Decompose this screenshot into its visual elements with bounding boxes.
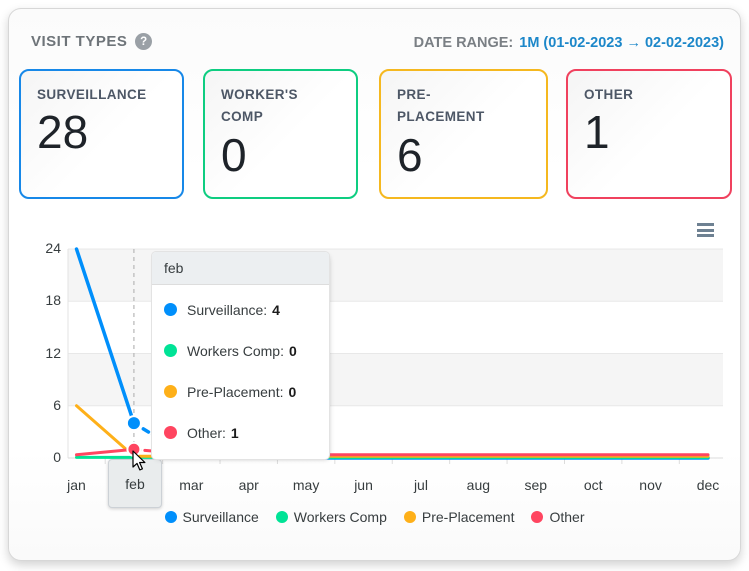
stat-card-value: 28 <box>37 106 89 159</box>
stat-card-label: SURVEILLANCE <box>37 87 147 102</box>
x-axis-label: aug <box>466 477 491 493</box>
x-axis-label: apr <box>238 477 259 493</box>
legend-item-surveillance[interactable]: Surveillance <box>164 509 259 525</box>
y-axis-label: 0 <box>53 449 61 465</box>
page-title: VISIT TYPES ? <box>31 33 153 50</box>
xaxis-tooltip-label: feb <box>125 475 145 492</box>
legend-label: Pre-Placement <box>421 509 515 525</box>
tooltip-series-value: 4 <box>272 301 280 318</box>
tooltip-series-label: Workers Comp: <box>187 342 284 359</box>
chart-legend: Surveillance Workers Comp Pre-Placement Oth… <box>9 509 740 525</box>
tooltip-series-value: 0 <box>288 342 297 359</box>
visit-types-label: VISIT TYPES <box>31 33 128 50</box>
legend-marker <box>403 511 416 523</box>
stat-card-label: PRE-PLACEMENT <box>397 87 485 125</box>
legend-item-other[interactable]: Other <box>531 509 584 525</box>
x-axis-label: oct <box>583 477 603 493</box>
tooltip-series-dot <box>164 303 177 316</box>
help-icon[interactable]: ? <box>135 33 153 50</box>
tooltip-row: Surveillance: 4 <box>164 289 317 330</box>
stat-card-pre-placement: PRE-PLACEMENT 6 <box>379 69 548 199</box>
stat-card-surveillance: SURVEILLANCE 28 <box>19 69 184 199</box>
menu-bar <box>697 223 714 226</box>
legend-item-workers-comp[interactable]: Workers Comp <box>275 509 387 525</box>
stat-card-value: 6 <box>397 128 423 181</box>
y-axis-label: 6 <box>53 396 61 413</box>
stat-card-other: OTHER 1 <box>566 69 732 199</box>
x-axis-label: jul <box>413 477 428 493</box>
legend-marker <box>531 511 544 523</box>
legend-label: Surveillance <box>182 509 259 525</box>
tooltip-series-value: 0 <box>288 383 297 400</box>
chart-tooltip: feb Surveillance: 4 Workers Comp: 0 Pre-Plac… <box>151 251 330 460</box>
stat-card-value: 0 <box>221 128 247 181</box>
menu-bar <box>697 228 714 232</box>
x-axis-label: mar <box>179 477 204 493</box>
y-axis-label: 18 <box>45 292 61 309</box>
mouse-cursor-icon <box>132 450 146 471</box>
legend-marker <box>164 511 177 523</box>
y-axis-label: 24 <box>45 240 61 256</box>
tooltip-row: Workers Comp: 0 <box>164 330 317 371</box>
tooltip-series-value: 1 <box>230 424 239 441</box>
series-line-other <box>75 447 136 457</box>
legend-label: Workers Comp <box>293 509 387 525</box>
tooltip-series-label: Pre-Placement: <box>187 383 284 400</box>
x-axis-label: jun <box>354 477 373 493</box>
stat-card-workers-comp: WORKER'S COMP 0 <box>203 69 358 199</box>
legend-label: Other <box>549 509 585 525</box>
stat-card-label: WORKER'S COMP <box>221 87 298 125</box>
visit-types-widget: VISIT TYPES ? DATE RANGE: 1M (01-02-2023 … <box>8 8 741 561</box>
stat-card-label: OTHER <box>584 87 634 102</box>
legend-marker <box>275 511 288 523</box>
x-axis-label: dec <box>696 477 720 493</box>
legend-item-pre-placement[interactable]: Pre-Placement <box>403 509 515 525</box>
date-range: DATE RANGE: 1M (01-02-2023 → 02-02-2023) <box>414 35 724 51</box>
tooltip-series-label: Other: <box>187 424 226 441</box>
xaxis-tooltip: feb <box>108 459 162 508</box>
tooltip-series-dot <box>164 344 177 357</box>
x-axis-label: may <box>292 477 320 493</box>
data-point-marker <box>125 415 142 432</box>
tooltip-rows: Surveillance: 4 Workers Comp: 0 Pre-Placemen… <box>152 285 329 459</box>
tooltip-series-dot <box>164 426 177 439</box>
series-line-surveillance <box>74 247 136 425</box>
tooltip-series-dot <box>164 385 177 398</box>
tooltip-series-label: Surveillance: <box>187 301 268 318</box>
x-axis-label: nov <box>639 477 662 493</box>
chart-menu-icon[interactable] <box>697 223 714 240</box>
tooltip-row: Other: 1 <box>164 412 317 453</box>
date-range-label: DATE RANGE: <box>413 35 514 51</box>
y-axis-label: 12 <box>45 344 61 361</box>
x-axis-label: sep <box>524 477 548 493</box>
date-range-value[interactable]: 1M (01-02-2023 → 02-02-2023) <box>519 35 724 51</box>
tooltip-row: Pre-Placement: 0 <box>164 371 317 412</box>
x-axis-label: jan <box>67 477 86 493</box>
tooltip-title: feb <box>152 252 329 285</box>
stat-card-value: 1 <box>584 106 610 159</box>
menu-bar <box>697 234 714 237</box>
